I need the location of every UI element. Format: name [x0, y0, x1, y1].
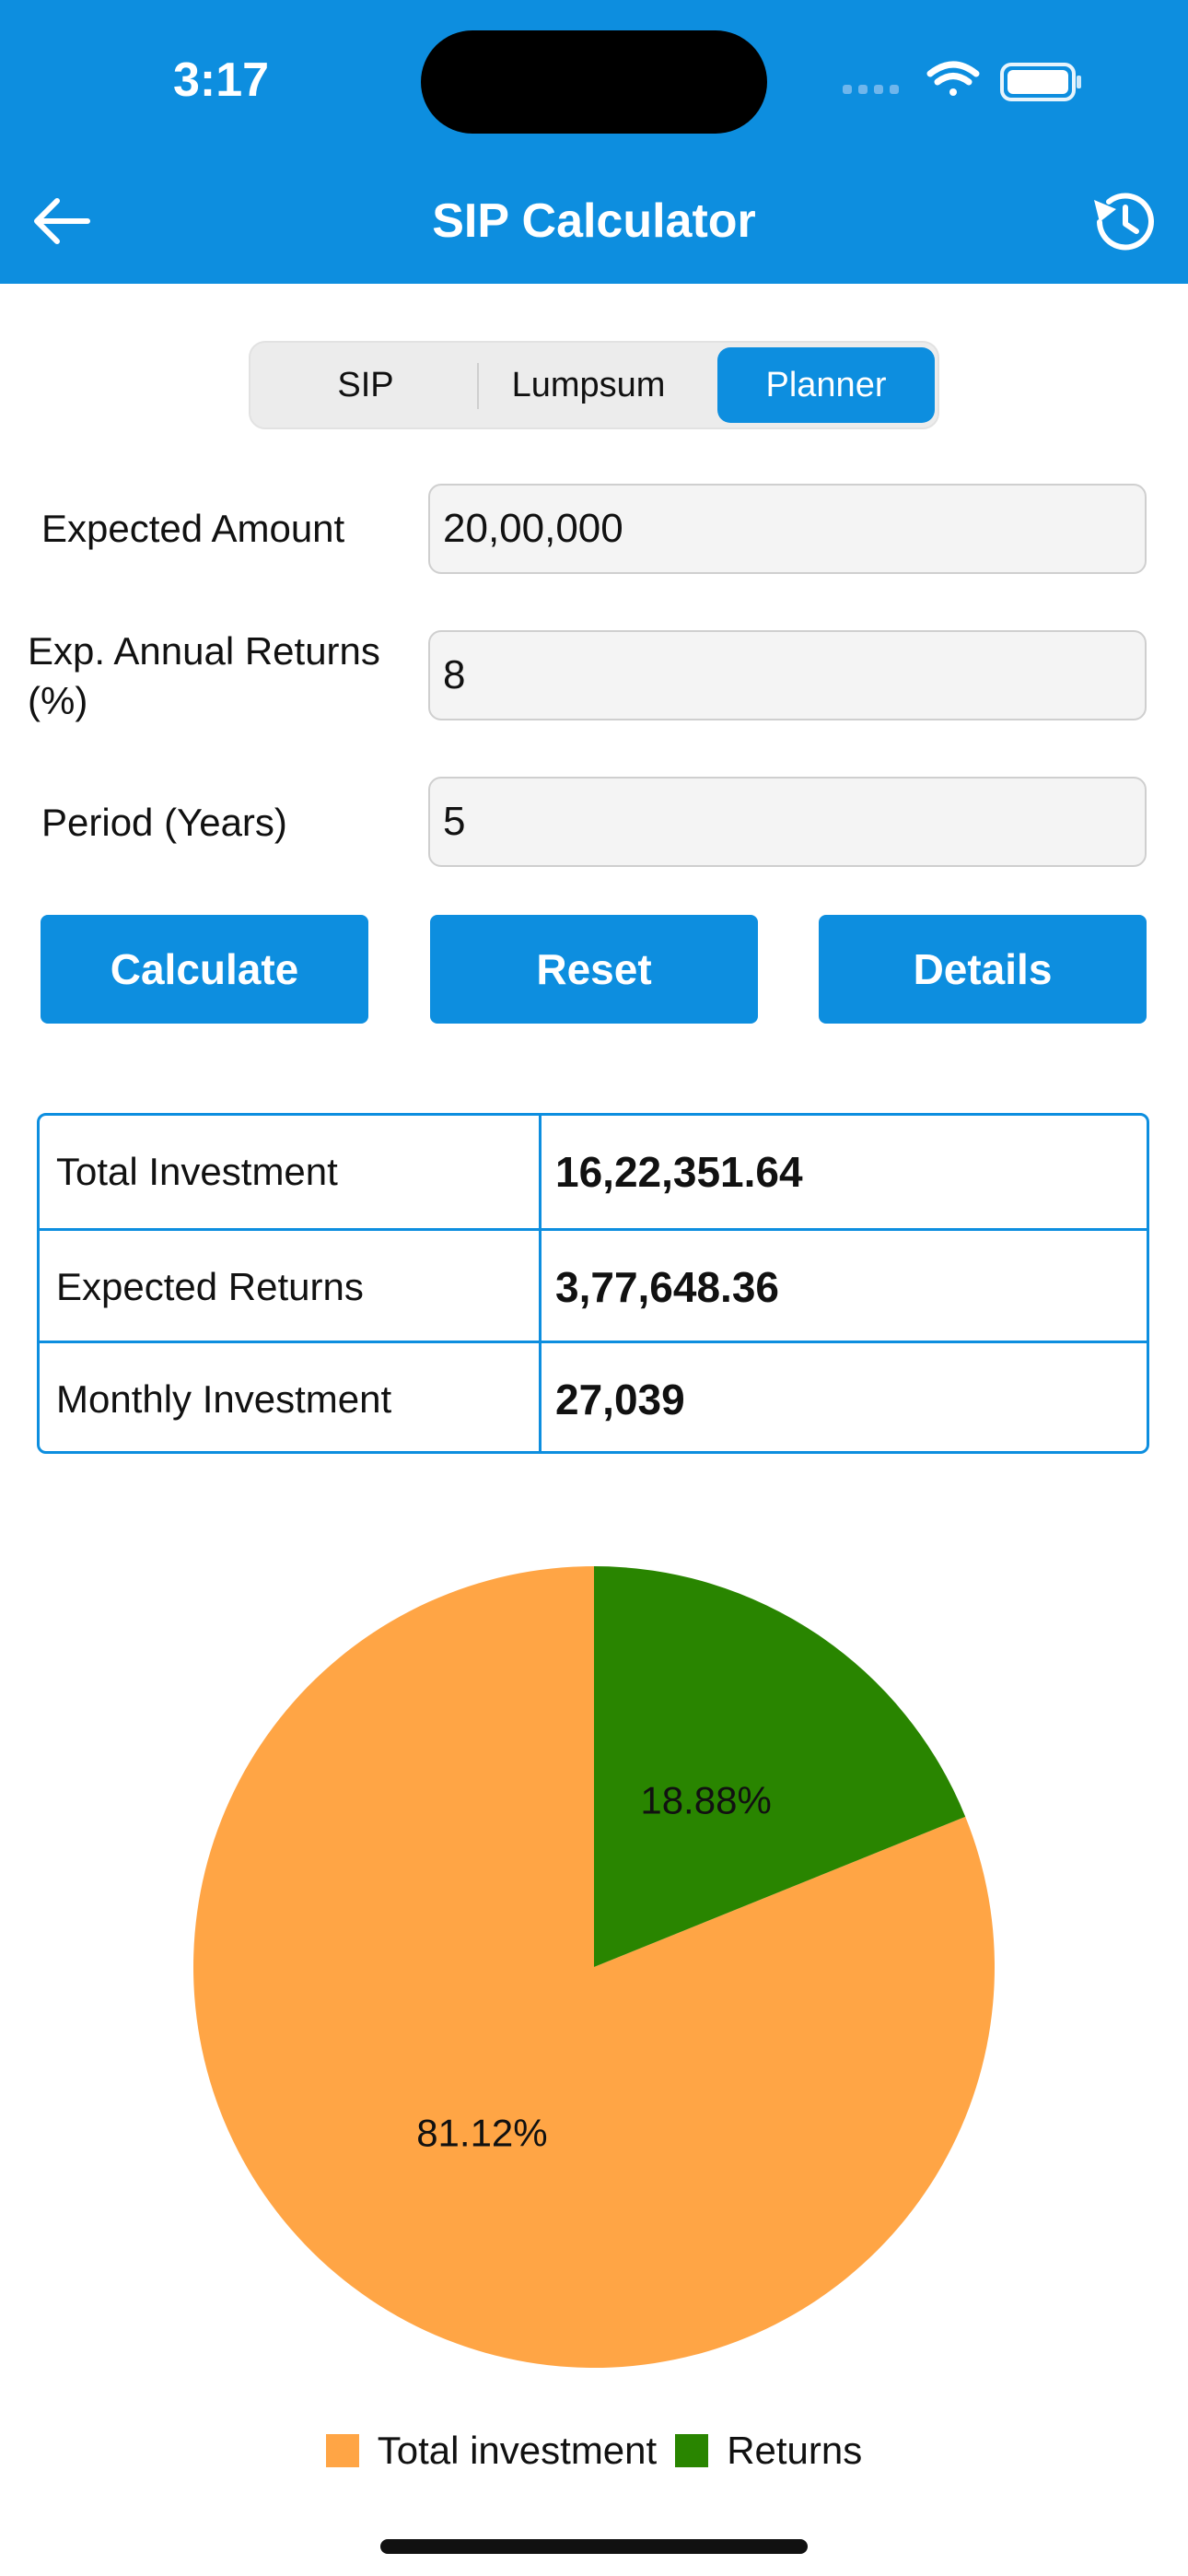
wifi-icon — [926, 61, 980, 96]
chart-legend: Total investment Returns — [0, 2418, 1188, 2483]
tab-sip[interactable]: SIP — [337, 366, 394, 404]
pie-label-returns: 18.88% — [640, 1779, 771, 1822]
dynamic-island — [421, 30, 767, 134]
legend-item-returns: Returns — [675, 2429, 862, 2473]
history-button[interactable] — [1087, 187, 1160, 257]
period-label: Period (Years) — [41, 801, 287, 844]
investment-pie-chart: 81.12% 18.88% — [192, 1566, 995, 2368]
legend-label-total-investment: Total investment — [377, 2429, 658, 2472]
period-input[interactable] — [428, 777, 1147, 867]
results-column-divider — [539, 1116, 542, 1451]
table-row: Total Investment 16,22,351.64 — [40, 1116, 1147, 1228]
battery-icon — [1000, 63, 1081, 101]
status-icons — [843, 61, 1081, 101]
cellular-signal-icon — [843, 85, 899, 94]
calculator-mode-tabs: SIP Lumpsum Planner — [249, 341, 939, 429]
legend-label-returns: Returns — [727, 2429, 863, 2472]
legend-swatch-total-investment — [325, 2434, 359, 2467]
pie-slice-returns — [594, 1566, 966, 1967]
app-header: 3:17 SIP Calculator — [0, 0, 1188, 284]
back-button[interactable] — [28, 189, 101, 253]
results-table: Total Investment 16,22,351.64 Expected R… — [37, 1113, 1149, 1454]
total-investment-label: Total Investment — [56, 1150, 338, 1193]
home-indicator — [380, 2539, 808, 2554]
tab-divider — [477, 363, 479, 409]
arrow-left-icon — [34, 198, 90, 244]
table-row: Monthly Investment 27,039 — [40, 1341, 1147, 1451]
reset-button[interactable]: Reset — [430, 915, 758, 1024]
monthly-investment-label: Monthly Investment — [56, 1377, 392, 1421]
legend-item-total-investment: Total investment — [325, 2429, 658, 2473]
tab-lumpsum[interactable]: Lumpsum — [511, 366, 666, 404]
expected-amount-label: Expected Amount — [41, 507, 345, 550]
tab-planner[interactable]: Planner — [717, 347, 935, 423]
status-time: 3:17 — [172, 53, 270, 107]
calculate-button[interactable]: Calculate — [41, 915, 368, 1024]
annual-returns-input[interactable] — [428, 630, 1147, 720]
legend-swatch-returns — [675, 2434, 709, 2467]
expected-returns-value: 3,77,648.36 — [555, 1263, 780, 1311]
pie-label-total-investment: 81.12% — [416, 2111, 547, 2154]
expected-returns-label: Expected Returns — [56, 1265, 364, 1308]
page-title: SIP Calculator — [432, 194, 756, 248]
total-investment-value: 16,22,351.64 — [555, 1148, 803, 1196]
expected-amount-input[interactable] — [428, 484, 1147, 574]
annual-returns-label: Exp. Annual Returns (%) — [28, 629, 380, 722]
details-button[interactable]: Details — [819, 915, 1147, 1024]
table-row: Expected Returns 3,77,648.36 — [40, 1228, 1147, 1343]
history-icon — [1094, 193, 1154, 251]
monthly-investment-value: 27,039 — [555, 1376, 685, 1423]
